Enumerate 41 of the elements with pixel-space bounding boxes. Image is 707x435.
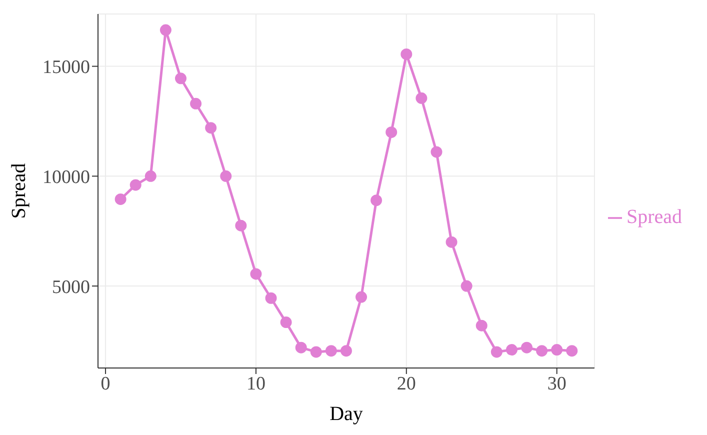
point xyxy=(265,292,277,304)
point xyxy=(340,345,352,357)
point xyxy=(250,268,262,280)
point xyxy=(310,346,322,358)
y-tick-label: 10000 xyxy=(42,166,90,188)
point xyxy=(370,194,382,206)
point xyxy=(476,320,488,332)
y-tick-label: 15000 xyxy=(42,57,90,78)
point xyxy=(551,344,563,356)
point xyxy=(566,345,578,357)
x-tick-label: 30 xyxy=(547,373,566,394)
point xyxy=(521,342,533,354)
point xyxy=(416,92,428,104)
point xyxy=(130,179,142,191)
legend-label: Spread xyxy=(626,206,682,228)
point xyxy=(220,170,232,182)
point xyxy=(280,316,292,328)
point xyxy=(114,193,126,205)
x-tick-label: 20 xyxy=(396,373,416,394)
point xyxy=(190,98,202,110)
point xyxy=(430,146,442,158)
point xyxy=(400,48,412,60)
y-axis-title: Spread xyxy=(8,163,30,219)
point xyxy=(144,170,156,182)
point xyxy=(325,345,337,357)
y-tick-label: 5000 xyxy=(52,276,90,298)
x-tick-label: 0 xyxy=(100,373,110,394)
point xyxy=(490,346,502,358)
point xyxy=(295,342,307,354)
point xyxy=(160,24,172,36)
point xyxy=(174,72,186,84)
point xyxy=(536,345,548,357)
point xyxy=(460,280,472,292)
x-axis-title: Day xyxy=(330,403,363,425)
point xyxy=(235,220,247,232)
point xyxy=(386,126,398,138)
point xyxy=(446,236,458,248)
x-tick-label: 10 xyxy=(246,373,266,394)
point xyxy=(356,291,368,303)
point xyxy=(506,344,518,356)
point xyxy=(205,122,217,134)
